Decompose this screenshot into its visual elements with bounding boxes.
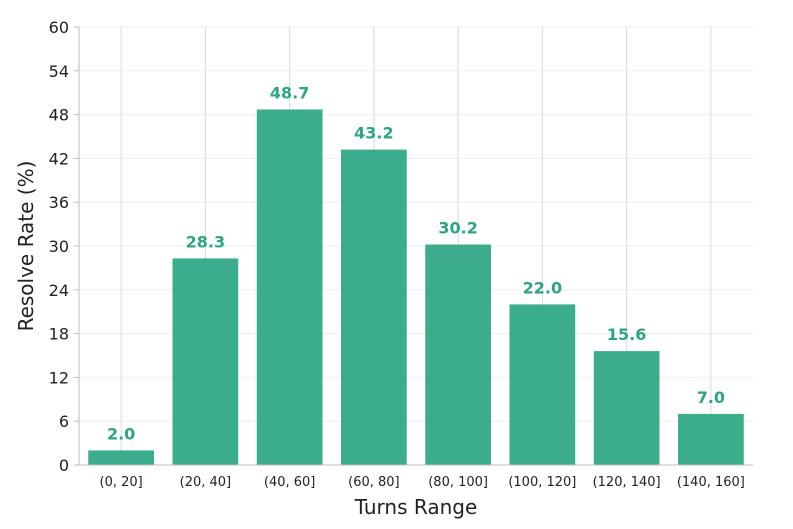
x-tick-label: (100, 120] <box>508 475 576 490</box>
labels: 0 6 12 18 24 30 36 42 48 54 60 2.0 (0, 20] 28.3 (20, 4… <box>49 18 745 490</box>
x-tick-label: (60, 80] <box>348 475 400 490</box>
axes <box>74 26 753 466</box>
bar-value-label: 15.6 <box>607 325 646 344</box>
bar-value-label: 30.2 <box>438 219 477 238</box>
bar <box>593 351 660 465</box>
y-tick-label: 18 <box>49 325 69 344</box>
y-tick-label: 6 <box>59 412 69 431</box>
x-tick-label: (140, 160] <box>677 475 745 490</box>
y-tick-label: 60 <box>49 18 69 37</box>
y-tick-label: 24 <box>49 281 69 300</box>
x-axis-title: Turns Range <box>354 495 478 519</box>
x-tick-label: (20, 40] <box>180 475 232 490</box>
x-tick-label: (0, 20] <box>100 475 143 490</box>
bar-value-label: 7.0 <box>697 388 725 407</box>
y-tick-label: 0 <box>59 456 69 475</box>
x-tick-label: (80, 100] <box>428 475 488 490</box>
bar-value-label: 28.3 <box>186 232 225 251</box>
bar-value-label: 2.0 <box>107 424 135 443</box>
bar <box>509 304 576 465</box>
y-tick-label: 36 <box>49 193 69 212</box>
bar-value-label: 22.0 <box>523 278 562 297</box>
y-tick-label: 48 <box>49 106 69 125</box>
y-tick-label: 54 <box>49 62 69 81</box>
bar <box>425 244 491 465</box>
bar <box>172 258 239 465</box>
y-axis-title: Resolve Rate (%) <box>14 161 38 332</box>
y-tick-label: 42 <box>49 149 69 168</box>
x-tick-label: (120, 140] <box>593 475 661 490</box>
bar <box>88 450 154 465</box>
bar-value-label: 48.7 <box>270 83 309 102</box>
x-tick-label: (40, 60] <box>264 475 316 490</box>
bars <box>88 109 744 466</box>
bar-value-label: 43.2 <box>354 124 393 143</box>
bar <box>256 109 323 466</box>
bar <box>678 413 744 465</box>
y-tick-label: 12 <box>49 368 69 387</box>
y-tick-label: 30 <box>49 237 69 256</box>
bar <box>341 149 407 465</box>
